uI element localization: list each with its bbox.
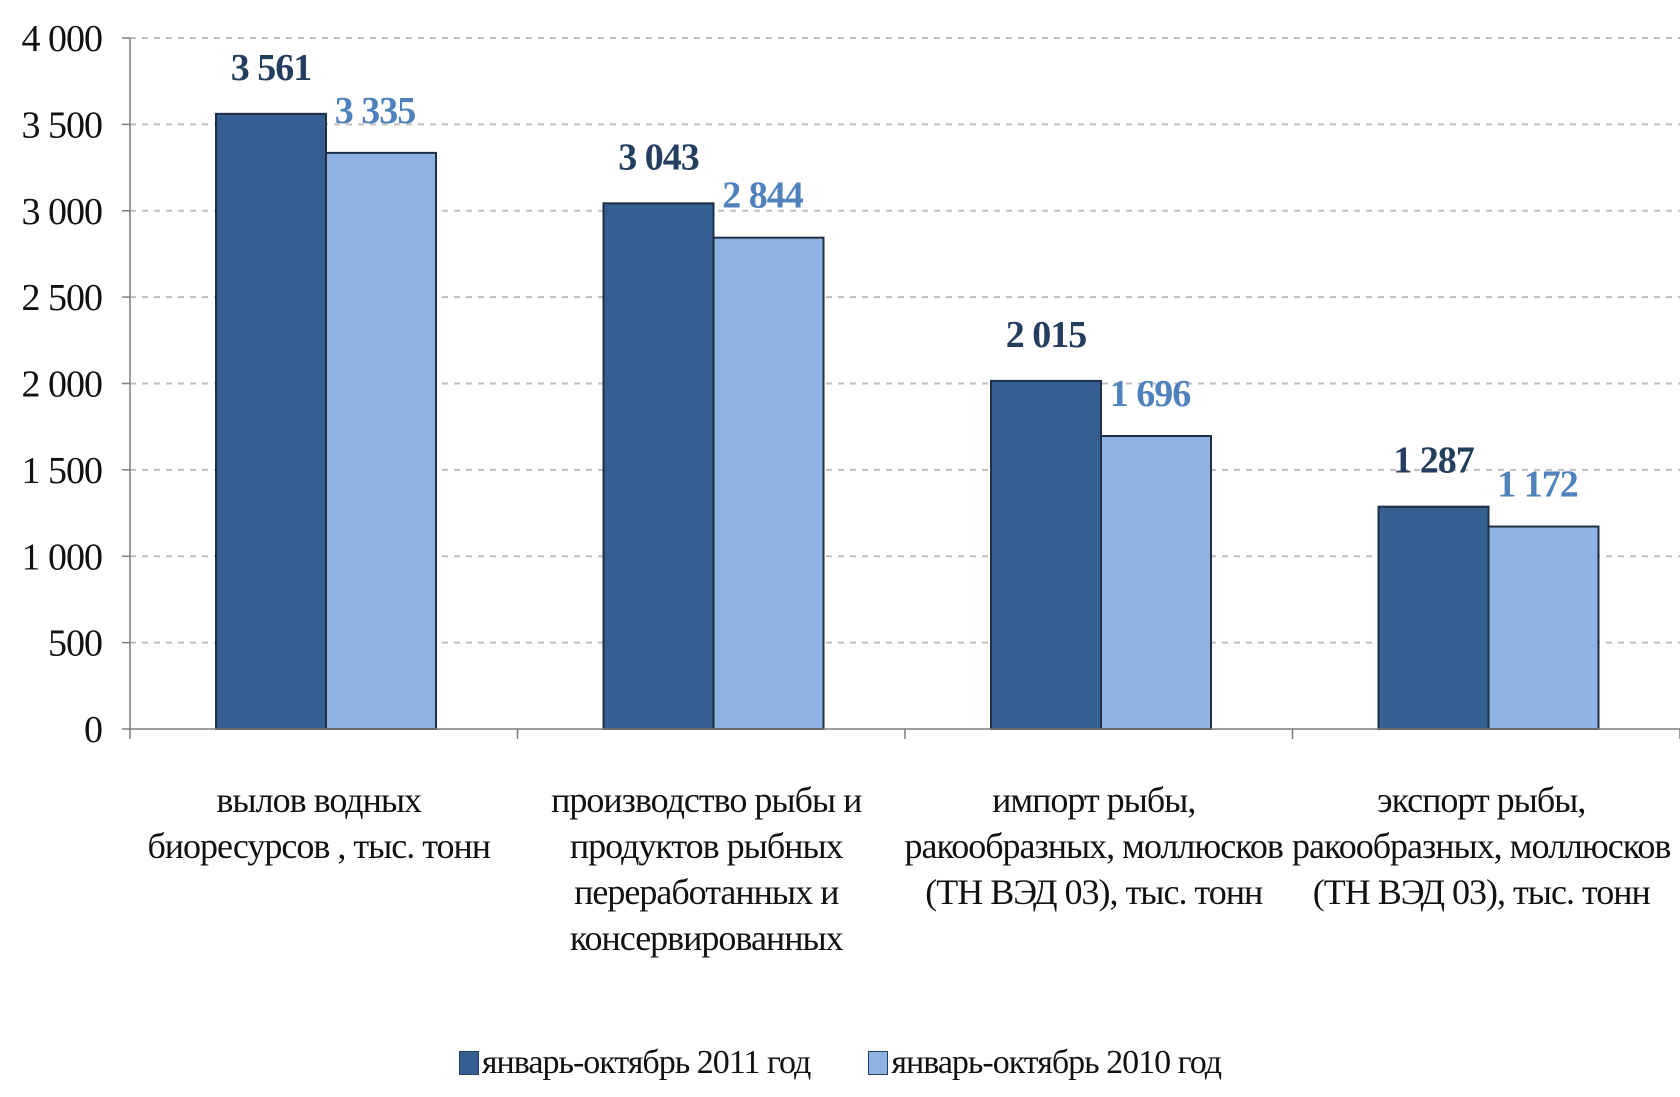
axes xyxy=(122,37,1680,739)
legend-label-2010: январь-октябрь 2010 год xyxy=(891,1044,1222,1081)
data-label-2010: 3 335 xyxy=(335,90,416,132)
category-label-line: производство рыбы и xyxy=(551,780,862,820)
category-label: производство рыбы и продуктов рыбных перер… xyxy=(551,780,862,958)
bar-2010 xyxy=(325,151,437,731)
category-label-line: ракообразных, моллюсков xyxy=(1292,826,1670,866)
bar-2010 xyxy=(712,236,825,730)
category-label-line: вылов водных xyxy=(216,780,422,820)
legend-label-2011: январь-октябрь 2011 год xyxy=(481,1044,811,1081)
y-tick-label: 3 500 xyxy=(22,104,103,146)
bars xyxy=(215,112,1600,731)
category-label: импорт рыбы, ракообразных, моллюсков (ТН В… xyxy=(905,780,1283,912)
data-labels: 3 561 3 043 2 015 1 287 3 335 2 844 1 696 1 172 xyxy=(231,47,1579,506)
data-label-2010: 1 172 xyxy=(1497,464,1578,506)
bar-2010 xyxy=(1100,435,1212,730)
y-tick-label: 2 500 xyxy=(22,277,103,319)
legend-swatch-2011 xyxy=(458,1051,479,1075)
category-label-line: (ТН ВЭД 03), тыс. тонн xyxy=(925,872,1263,912)
category-label: вылов водных биоресурсов , тыс. тонн xyxy=(147,780,490,866)
y-tick-label: 1 000 xyxy=(22,536,103,578)
legend-item-2011: январь-октябрь 2011 год xyxy=(458,1044,811,1082)
bar-2011 xyxy=(602,202,715,730)
data-label-2011: 3 043 xyxy=(618,136,699,178)
bar-2011 xyxy=(215,112,327,730)
legend-item-2010: январь-октябрь 2010 год xyxy=(868,1044,1222,1082)
category-label-line: биоресурсов , тыс. тонн xyxy=(147,826,490,866)
bar-2011 xyxy=(1377,505,1490,730)
y-tick-label: 0 xyxy=(84,709,102,751)
data-label-2011: 3 561 xyxy=(231,47,312,89)
x-axis-category-labels: вылов водных биоресурсов , тыс. тонн произ… xyxy=(147,780,1671,958)
data-label-2010: 2 844 xyxy=(722,175,804,217)
legend-swatch-2010 xyxy=(868,1051,889,1075)
bar-2011 xyxy=(990,379,1102,730)
category-label-line: ракообразных, моллюсков xyxy=(905,826,1283,866)
category-label-line: (ТН ВЭД 03), тыс. тонн xyxy=(1313,872,1651,912)
y-tick-label: 500 xyxy=(48,623,102,665)
y-axis-tick-labels: 0 500 1 000 1 500 2 000 2 500 3 000 3 500 4 000 xyxy=(22,18,104,751)
legend: январь-октябрь 2011 год январь-октябрь 2… xyxy=(0,1044,1680,1082)
category-label-line: экспорт рыбы, xyxy=(1377,780,1585,820)
category-label-line: продуктов рыбных xyxy=(570,826,844,866)
category-label: экспорт рыбы, ракообразных, моллюсков (ТН … xyxy=(1292,780,1670,912)
data-label-2011: 2 015 xyxy=(1006,314,1087,356)
y-tick-label: 3 000 xyxy=(22,191,103,233)
bar-2010 xyxy=(1487,525,1600,730)
category-label-line: переработанных и xyxy=(574,872,839,912)
category-label-line: консервированных xyxy=(570,918,844,958)
y-tick-label: 1 500 xyxy=(22,450,103,492)
y-tick-label: 4 000 xyxy=(22,18,103,60)
y-tick-label: 2 000 xyxy=(22,364,103,406)
data-label-2010: 1 696 xyxy=(1110,373,1191,415)
data-label-2011: 1 287 xyxy=(1393,440,1475,482)
category-label-line: импорт рыбы, xyxy=(992,780,1195,820)
